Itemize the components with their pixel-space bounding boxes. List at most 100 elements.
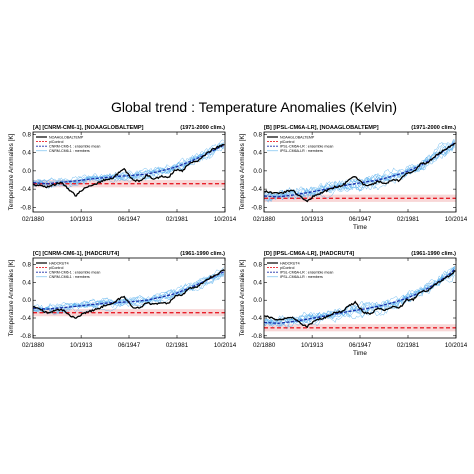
x-tick-label: 02/1880 <box>22 342 45 349</box>
member-series <box>33 274 224 312</box>
x-tick-label: 02/1981 <box>397 342 420 349</box>
legend-entry: piControl <box>280 266 295 270</box>
x-tick-label: 06/1947 <box>349 342 372 349</box>
panel-d: -0.8 -0.4 0.0 0.4 0.8 02/1880 10/1913 06/1947 02… <box>239 251 468 357</box>
y-tick-label: -0.4 <box>251 186 262 193</box>
ensemble-mean-line <box>33 144 225 185</box>
legend-entry: piControl <box>280 140 295 144</box>
legend-entry: IPSL-CM6A-LR : members <box>280 275 323 279</box>
observation-line <box>264 270 456 329</box>
legend-entry: NOAAGLOBALTEMP <box>49 135 84 139</box>
y-tick-label: -0.4 <box>20 186 31 193</box>
panel-title: [A] [CNRM-CM6-1], [NOAAGLOBALTEMP] <box>33 125 144 131</box>
plot-area <box>33 267 225 319</box>
legend-entry: IPSL-CM6A-LR : ensemble mean <box>280 271 333 275</box>
x-tick-label: 10/1913 <box>70 342 93 349</box>
observation-line <box>264 142 456 203</box>
y-tick-label: -0.8 <box>251 204 262 211</box>
y-axis-label: Temperature Anomalies [K] <box>8 133 15 210</box>
x-tick-label: 10/1913 <box>301 342 324 349</box>
y-tick-label: 0.8 <box>22 262 31 269</box>
y-tick-label: 0.8 <box>253 131 262 138</box>
legend-entry: CNRM-CM6-1 : members <box>49 149 90 153</box>
x-tick-label: 10/1913 <box>70 216 93 223</box>
x-tick-label: 10/2014 <box>214 342 237 349</box>
y-tick-label: -0.8 <box>20 204 31 211</box>
x-tick-label: 10/2014 <box>214 216 237 223</box>
ensemble-mean-line <box>33 271 225 310</box>
legend-entry: HADCRUT4 <box>280 261 300 265</box>
legend-entry: HADCRUT4 <box>49 261 69 265</box>
legend-entry: CNRM-CM6-1 : ensemble mean <box>49 145 100 149</box>
x-tick-label: 02/1981 <box>166 216 189 223</box>
y-tick-label: 0.4 <box>22 279 31 286</box>
x-tick-label: 02/1880 <box>253 342 276 349</box>
member-series <box>33 145 224 187</box>
plot-area <box>264 265 456 332</box>
x-axis-label: Time <box>353 224 367 231</box>
picontrol-band <box>264 194 456 202</box>
x-tick-label: 10/1913 <box>301 216 324 223</box>
panel-a: -0.8 -0.4 0.0 0.4 0.8 02/1880 10/1913 06/1947 02… <box>8 125 237 223</box>
x-tick-label: 06/1947 <box>349 216 372 223</box>
climatology-label: (1971-2000 clim.) <box>180 125 225 131</box>
legend-entry: piControl <box>49 266 64 270</box>
member-series <box>33 274 224 312</box>
observation-line <box>33 269 225 319</box>
picontrol-band <box>33 309 225 317</box>
y-axis-label: Temperature Anomalies [K] <box>8 259 15 336</box>
climatology-label: (1971-2000 clim.) <box>411 125 456 131</box>
panels: -0.8 -0.4 0.0 0.4 0.8 02/1880 10/1913 06/1947 02… <box>8 125 468 357</box>
legend-entry: CNRM-CM6-1 : ensemble mean <box>49 271 100 275</box>
legend-entry: piControl <box>49 140 64 144</box>
x-tick-label: 02/1880 <box>22 216 45 223</box>
observation-line <box>33 143 225 197</box>
x-tick-label: 02/1981 <box>166 342 189 349</box>
y-tick-label: -0.4 <box>20 315 31 322</box>
y-tick-label: 0.4 <box>253 150 262 157</box>
x-tick-label: 06/1947 <box>118 342 141 349</box>
climatology-label: (1961-1990 clim.) <box>180 251 225 257</box>
x-tick-label: 10/2014 <box>445 342 468 349</box>
x-tick-label: 06/1947 <box>118 216 141 223</box>
climatology-label: (1961-1990 clim.) <box>411 251 456 257</box>
plot-area <box>33 139 225 197</box>
legend-entry: IPSL-CM6A-LR : members <box>280 149 323 153</box>
y-tick-label: -0.8 <box>20 333 31 340</box>
x-tick-label: 02/1880 <box>253 216 276 223</box>
y-tick-label: -0.4 <box>251 315 262 322</box>
y-tick-label: 0.0 <box>22 168 31 175</box>
x-axis-label: Time <box>353 350 367 357</box>
y-tick-label: 0.0 <box>253 297 262 304</box>
panel-title: [D] [IPSL-CM6A-LR], [HADCRUT4] <box>264 251 354 257</box>
x-tick-label: 10/2014 <box>445 216 468 223</box>
plot-area <box>264 139 456 203</box>
panel-c: -0.8 -0.4 0.0 0.4 0.8 02/1880 10/1913 06/1947 02… <box>8 251 237 349</box>
y-tick-label: 0.0 <box>22 297 31 304</box>
panel-title: [B] [IPSL-CM6A-LR], [NOAAGLOBALTEMP] <box>264 125 379 131</box>
legend-entry: IPSL-CM6A-LR : ensemble mean <box>280 145 333 149</box>
y-tick-label: 0.4 <box>253 279 262 286</box>
y-tick-label: 0.4 <box>22 150 31 157</box>
picontrol-band <box>33 180 225 188</box>
member-series <box>33 146 225 188</box>
y-tick-label: 0.0 <box>253 168 262 175</box>
panel-title: [C] [CNRM-CM6-1], [HADCRUT4] <box>33 251 119 257</box>
panel-b: -0.8 -0.4 0.0 0.4 0.8 02/1880 10/1913 06/1947 02… <box>239 125 468 231</box>
y-axis-label: Temperature Anomalies [K] <box>239 259 246 336</box>
legend-entry: NOAAGLOBALTEMP <box>280 135 315 139</box>
figure-title: Global trend : Temperature Anomalies (Ke… <box>111 99 397 115</box>
y-tick-label: -0.8 <box>251 333 262 340</box>
y-tick-label: 0.8 <box>253 262 262 269</box>
legend-entry: CNRM-CM6-1 : members <box>49 275 90 279</box>
x-tick-label: 02/1981 <box>397 216 420 223</box>
y-tick-label: 0.8 <box>22 131 31 138</box>
picontrol-band <box>264 324 456 332</box>
member-series <box>33 142 224 187</box>
y-axis-label: Temperature Anomalies [K] <box>239 133 246 210</box>
